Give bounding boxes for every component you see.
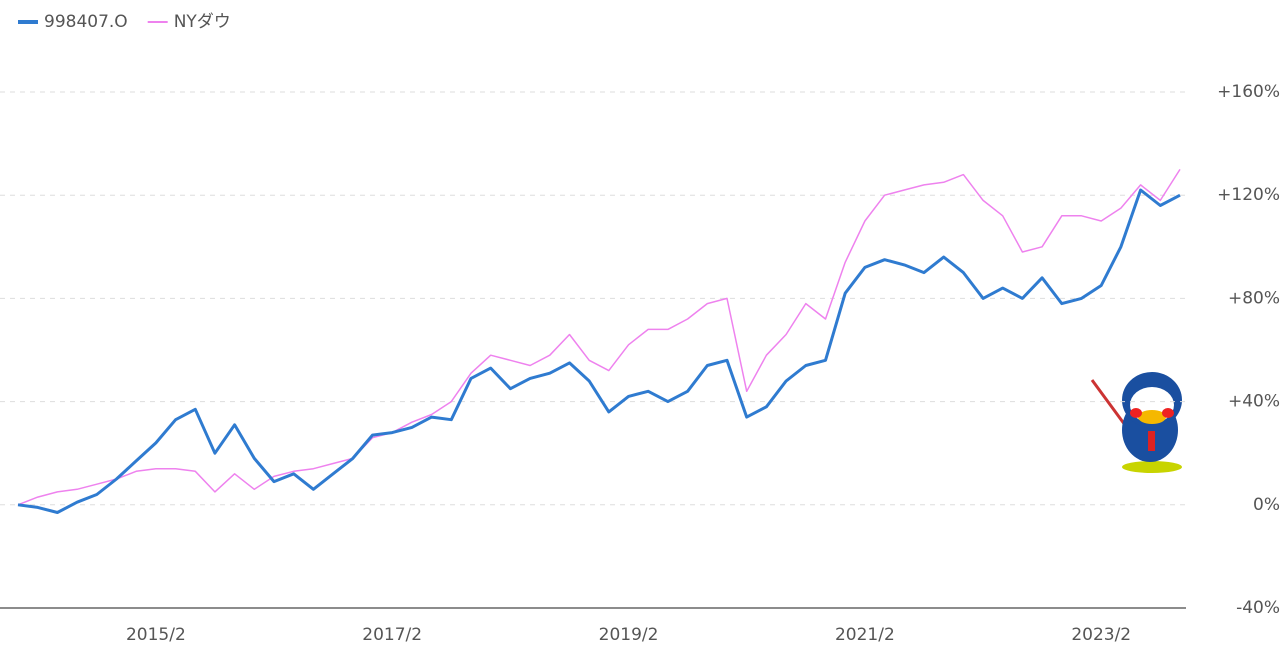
y-tick-label: +40% (1228, 392, 1280, 412)
series-line (17, 188, 1181, 514)
legend-label: 998407.O (44, 12, 128, 32)
mascot (1090, 372, 1182, 473)
y-tick-label: +120% (1217, 185, 1280, 205)
x-tick-label: 2021/2 (835, 625, 895, 645)
x-tick-label: 2015/2 (126, 625, 186, 645)
legend-label: NYダウ (174, 12, 231, 32)
series-line (17, 168, 1181, 506)
x-tick-label: 2019/2 (599, 625, 659, 645)
y-tick-label: +160% (1217, 82, 1280, 102)
x-tick-label: 2017/2 (362, 625, 422, 645)
y-tick-label: +80% (1228, 288, 1280, 308)
x-tick-label: 2023/2 (1071, 625, 1131, 645)
y-tick-label: 0% (1253, 495, 1280, 515)
y-tick-label: -40% (1236, 598, 1280, 618)
